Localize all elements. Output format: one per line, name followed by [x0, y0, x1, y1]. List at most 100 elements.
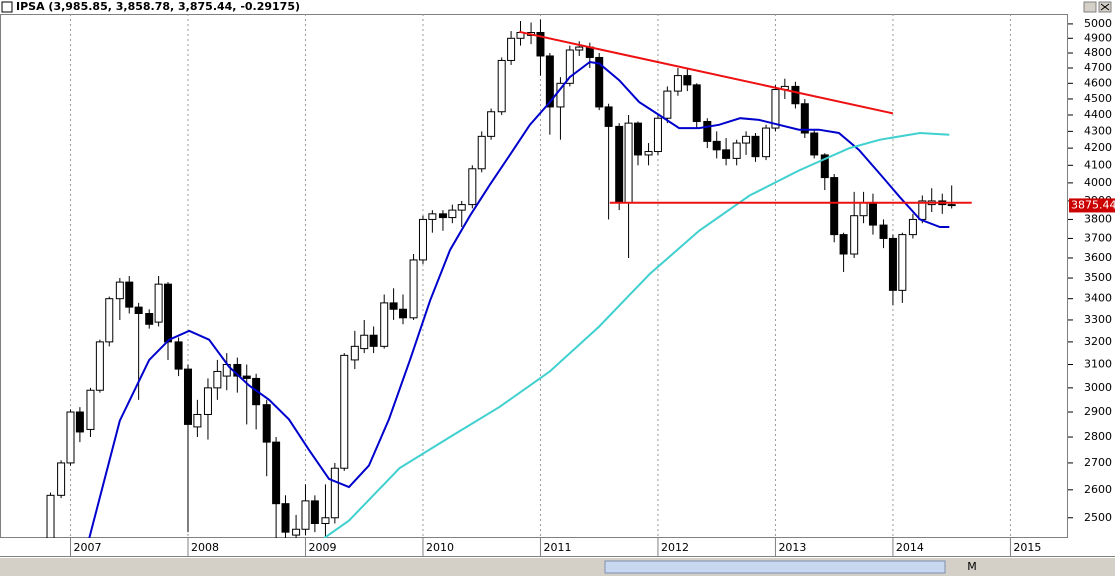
- y-tick-label: 2600: [1084, 483, 1112, 496]
- candle-body: [908, 218, 917, 236]
- candle-body: [507, 37, 516, 61]
- scrollbar-area: [0, 558, 1115, 576]
- candle-body: [751, 135, 760, 158]
- y-tick-label: 4600: [1084, 76, 1112, 89]
- candle-body: [888, 237, 897, 291]
- candle-body: [673, 75, 682, 92]
- x-tick-label: 2009: [308, 541, 336, 554]
- candle-body: [644, 151, 653, 156]
- candle-body: [281, 503, 290, 533]
- candle-body: [145, 313, 154, 325]
- y-tick-label: 2900: [1084, 405, 1112, 418]
- candle-body: [310, 500, 319, 524]
- candle-body: [183, 368, 192, 425]
- candle-body: [633, 122, 642, 156]
- y-tick-label: 3300: [1084, 313, 1112, 326]
- x-tick-label: 2007: [73, 541, 101, 554]
- candle-body: [428, 213, 437, 220]
- y-tick-label: 4700: [1084, 61, 1112, 74]
- y-tick-label: 2700: [1084, 456, 1112, 469]
- candle-body: [340, 354, 349, 469]
- candle-body: [174, 341, 183, 370]
- candle-body: [850, 215, 859, 255]
- candle-body: [350, 345, 359, 361]
- candle-body: [154, 283, 163, 323]
- candle-body: [556, 82, 565, 108]
- candle-body: [213, 370, 222, 389]
- y-tick-label: 4900: [1084, 31, 1112, 44]
- candle-body: [595, 56, 604, 108]
- candle-body: [712, 140, 721, 151]
- candle-body: [487, 111, 496, 137]
- candle-body: [125, 281, 134, 308]
- candle-body: [762, 127, 771, 158]
- candle-body: [457, 204, 466, 211]
- candle-body: [868, 202, 877, 226]
- candle-body: [438, 213, 447, 219]
- candle-body: [203, 387, 212, 415]
- candle-body: [800, 103, 809, 134]
- restore-button[interactable]: [1083, 1, 1097, 13]
- candle-body: [380, 302, 389, 347]
- candle-body: [134, 306, 143, 315]
- candle-body: [742, 135, 751, 144]
- candle-body: [389, 302, 398, 310]
- y-tick-label: 4200: [1084, 141, 1112, 154]
- x-tick-label: 2015: [1013, 541, 1041, 554]
- y-tick-label: 4500: [1084, 92, 1112, 105]
- y-tick-label: 4000: [1084, 176, 1112, 189]
- y-tick-label: 3700: [1084, 231, 1112, 244]
- candle-body: [57, 462, 66, 496]
- candle-body: [398, 308, 407, 319]
- candle-body: [722, 149, 731, 159]
- candle-body: [898, 234, 907, 291]
- x-tick-label: 2013: [778, 541, 806, 554]
- candle-body: [360, 334, 369, 350]
- title-bar: [0, 0, 1115, 14]
- indicator-line: [323, 131, 950, 538]
- candle-body: [663, 90, 672, 119]
- candle-body: [321, 517, 330, 524]
- candle-body: [86, 389, 95, 430]
- indicator-line: [519, 30, 894, 115]
- x-tick-label: 2008: [191, 541, 219, 554]
- zoom-label[interactable]: M: [967, 560, 977, 573]
- candle-body: [272, 441, 281, 505]
- y-tick-label: 4300: [1084, 124, 1112, 137]
- candle-body: [105, 298, 114, 343]
- candle-body: [653, 117, 662, 153]
- candle-body: [732, 142, 741, 159]
- candle-body: [810, 132, 819, 156]
- candle-body: [448, 209, 457, 219]
- candle-body: [95, 341, 104, 391]
- candle-body: [859, 202, 868, 217]
- candle-body: [947, 204, 956, 207]
- close-glyph: [1100, 3, 1110, 11]
- candle-body: [409, 259, 418, 319]
- scroll-thumb[interactable]: [604, 560, 946, 574]
- y-tick-label: 5000: [1084, 17, 1112, 30]
- x-tick-label: 2012: [661, 541, 689, 554]
- y-tick-label: 3200: [1084, 335, 1112, 348]
- candle-body: [418, 218, 427, 261]
- candle-body: [545, 55, 554, 108]
- indicator-line: [88, 60, 950, 538]
- y-tick-label: 3600: [1084, 251, 1112, 264]
- candle-body: [703, 120, 712, 142]
- candle-body: [791, 85, 800, 105]
- candle-body: [477, 135, 486, 170]
- plot-area: [0, 14, 1068, 538]
- candle-body: [468, 168, 477, 206]
- candle-body: [46, 494, 55, 538]
- candle-body: [193, 413, 202, 428]
- x-tick-label: 2014: [896, 541, 924, 554]
- candle-body: [604, 106, 613, 127]
- y-tick-label: 4800: [1084, 46, 1112, 59]
- candle-body: [369, 334, 378, 347]
- candle-body: [75, 411, 84, 433]
- last-price-label: 3875.44: [1071, 198, 1115, 211]
- y-tick-label: 2800: [1084, 430, 1112, 443]
- y-tick-label: 4100: [1084, 158, 1112, 171]
- candle-body: [820, 154, 829, 179]
